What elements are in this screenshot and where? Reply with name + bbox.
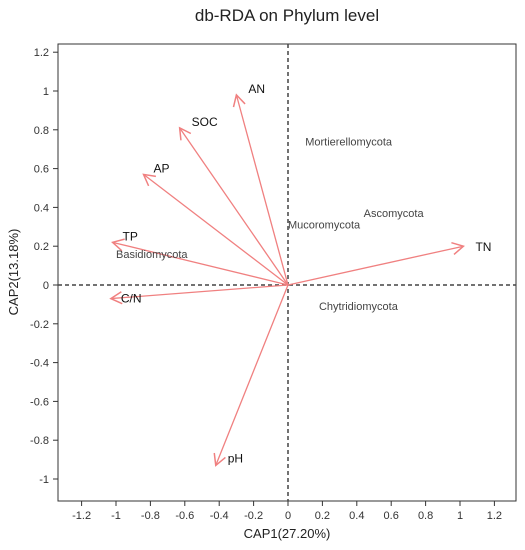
vector-line [215, 284, 289, 466]
vector-label: SOC [192, 115, 218, 129]
y-tick-label: -0.6 [30, 396, 49, 408]
y-tick-label: -1 [39, 474, 49, 486]
taxon-label-mortierellomycota: Mortierellomycota [305, 136, 393, 148]
vector-label: TN [475, 240, 491, 254]
y-tick-label: 0.2 [34, 241, 49, 253]
vector-line [287, 245, 464, 286]
x-axis-ticks: -1.2 -1 -0.8 -0.6 -0.4 -0.2 0 0.2 0.4 0.6 0.8 1 1.2 [72, 501, 502, 522]
environment-vectors: AN SOC AP TP C/N TN pH [109, 82, 491, 467]
x-tick-label: 1 [457, 510, 463, 522]
x-tick-label: 0 [285, 510, 291, 522]
vector-arrowhead [109, 291, 123, 305]
y-tick-label: 1.2 [34, 47, 49, 59]
y-tick-label: 0.6 [34, 164, 49, 176]
vector-ph: pH [213, 284, 289, 467]
x-tick-label: 0.8 [418, 510, 433, 522]
y-tick-label: 1 [43, 86, 49, 98]
taxon-label-mucoromycota: Mucoromycota [288, 220, 361, 232]
x-tick-label: 0.4 [349, 510, 364, 522]
vector-c-n: C/N [109, 284, 289, 306]
y-tick-label: 0.8 [34, 125, 49, 137]
vector-label: AN [248, 82, 265, 96]
vector-tp: TP [111, 229, 289, 286]
vector-label: C/N [121, 292, 142, 306]
vector-arrowhead [451, 241, 465, 255]
vector-tn: TN [287, 240, 491, 286]
vector-line [112, 241, 289, 286]
x-tick-label: -0.8 [141, 510, 160, 522]
vector-arrowhead [142, 173, 157, 187]
vector-arrowhead [111, 238, 125, 252]
vector-arrowhead [232, 93, 246, 108]
vector-label: TP [123, 229, 138, 243]
x-tick-label: -1 [111, 510, 121, 522]
x-tick-label: 0.2 [315, 510, 330, 522]
vector-label: AP [154, 161, 170, 175]
zero-lines [58, 44, 516, 501]
chart-title: db-RDA on Phylum level [195, 6, 379, 25]
vector-line [110, 284, 289, 300]
vector-line [179, 127, 289, 286]
vector-arrowhead [213, 452, 226, 467]
vector-an: AN [232, 82, 289, 286]
y-tick-label: -0.2 [30, 319, 49, 331]
x-tick-label: -1.2 [72, 510, 91, 522]
vector-soc: SOC [178, 115, 289, 286]
taxon-label-basidiomycota: Basidiomycota [116, 249, 188, 261]
x-tick-label: -0.4 [210, 510, 229, 522]
taxon-label-chytridiomycota: Chytridiomycota [319, 301, 399, 313]
x-tick-label: 0.6 [384, 510, 399, 522]
vector-line [235, 94, 289, 286]
x-tick-label: -0.6 [175, 510, 194, 522]
x-axis-title: CAP1(27.20%) [244, 526, 331, 541]
taxon-label-ascomycota: Ascomycota [364, 208, 425, 220]
vector-label: pH [228, 451, 243, 465]
vector-arrowhead [178, 126, 192, 141]
x-tick-label: -0.2 [244, 510, 263, 522]
vector-ap: AP [142, 161, 289, 286]
y-tick-label: 0 [43, 280, 49, 292]
vector-line [143, 173, 289, 286]
y-tick-label: 0.4 [34, 202, 49, 214]
plot-frame [57, 43, 517, 502]
y-tick-label: -0.4 [30, 358, 49, 370]
y-axis-title: CAP2(13.18%) [6, 229, 21, 316]
x-tick-label: 1.2 [487, 510, 502, 522]
y-axis-ticks: 1.2 1 0.8 0.6 0.4 0.2 0 -0.2 -0.4 -0.6 -0.8 -1 [30, 47, 58, 486]
y-tick-label: -0.8 [30, 435, 49, 447]
